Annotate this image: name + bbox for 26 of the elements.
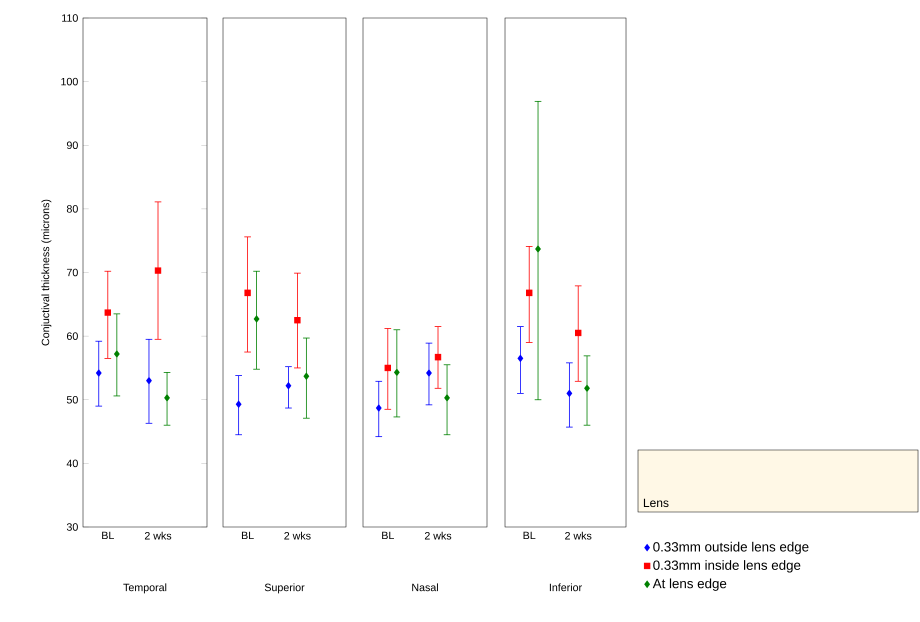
legend-label: 0.33mm outside lens edge bbox=[653, 542, 808, 554]
x-tick-label: 2 wks bbox=[144, 532, 172, 540]
y-tick-label: 40 bbox=[66, 460, 78, 468]
legend-label: At lens edge bbox=[652, 578, 726, 591]
x-tick-label: 2 wks bbox=[424, 532, 452, 540]
y-tick-label: 110 bbox=[62, 14, 78, 22]
y-axis-title: Conjuctival thickness (microns) bbox=[41, 200, 52, 346]
y-tick-label: 100 bbox=[61, 78, 78, 86]
y-tick-label: 30 bbox=[66, 523, 78, 531]
x-axis-title: Nasal bbox=[412, 583, 438, 592]
x-tick-label: 2 wks bbox=[284, 532, 311, 540]
x-tick-label: BL bbox=[242, 532, 254, 540]
y-tick-label: 90 bbox=[66, 141, 78, 150]
y-tick-label: 50 bbox=[66, 396, 78, 404]
x-tick-label: BL bbox=[524, 532, 536, 540]
y-tick-label: 70 bbox=[66, 268, 78, 276]
y-tick-label: 60 bbox=[66, 332, 78, 340]
legend-title: Lens bbox=[644, 498, 669, 508]
x-tick-label: BL bbox=[102, 532, 114, 540]
x-tick-label: BL bbox=[382, 532, 394, 540]
x-axis-title: Superior bbox=[264, 583, 304, 594]
x-axis-title: Temporal bbox=[123, 583, 166, 594]
x-tick-label: 2 wks bbox=[565, 532, 592, 540]
legend-label: 0.33mm inside lens edge bbox=[653, 560, 800, 573]
x-axis-title: Inferior bbox=[550, 583, 582, 592]
y-tick-label: 80 bbox=[66, 205, 78, 213]
